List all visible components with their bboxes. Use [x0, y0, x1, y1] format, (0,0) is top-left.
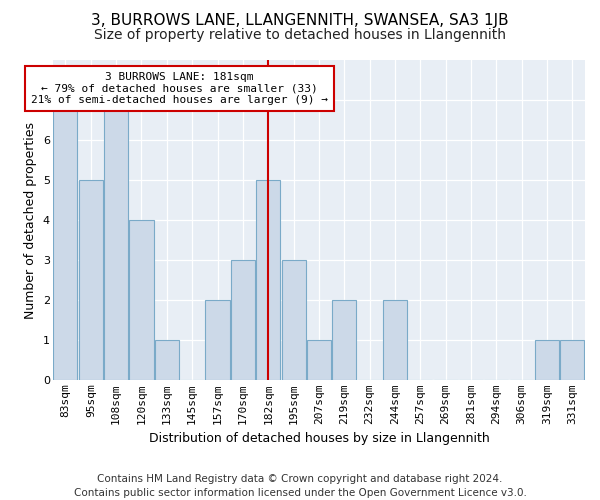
- Bar: [560, 340, 584, 380]
- Bar: [281, 260, 305, 380]
- Bar: [256, 180, 280, 380]
- Text: 3 BURROWS LANE: 181sqm
← 79% of detached houses are smaller (33)
21% of semi-det: 3 BURROWS LANE: 181sqm ← 79% of detached…: [31, 72, 328, 105]
- Text: Contains HM Land Registry data © Crown copyright and database right 2024.
Contai: Contains HM Land Registry data © Crown c…: [74, 474, 526, 498]
- Bar: [205, 300, 230, 380]
- Bar: [332, 300, 356, 380]
- Text: Size of property relative to detached houses in Llangennith: Size of property relative to detached ho…: [94, 28, 506, 42]
- Text: 3, BURROWS LANE, LLANGENNITH, SWANSEA, SA3 1JB: 3, BURROWS LANE, LLANGENNITH, SWANSEA, S…: [91, 12, 509, 28]
- X-axis label: Distribution of detached houses by size in Llangennith: Distribution of detached houses by size …: [149, 432, 489, 445]
- Y-axis label: Number of detached properties: Number of detached properties: [25, 122, 37, 318]
- Bar: [231, 260, 255, 380]
- Bar: [535, 340, 559, 380]
- Bar: [104, 100, 128, 380]
- Bar: [53, 100, 77, 380]
- Bar: [130, 220, 154, 380]
- Bar: [383, 300, 407, 380]
- Bar: [307, 340, 331, 380]
- Bar: [79, 180, 103, 380]
- Bar: [155, 340, 179, 380]
